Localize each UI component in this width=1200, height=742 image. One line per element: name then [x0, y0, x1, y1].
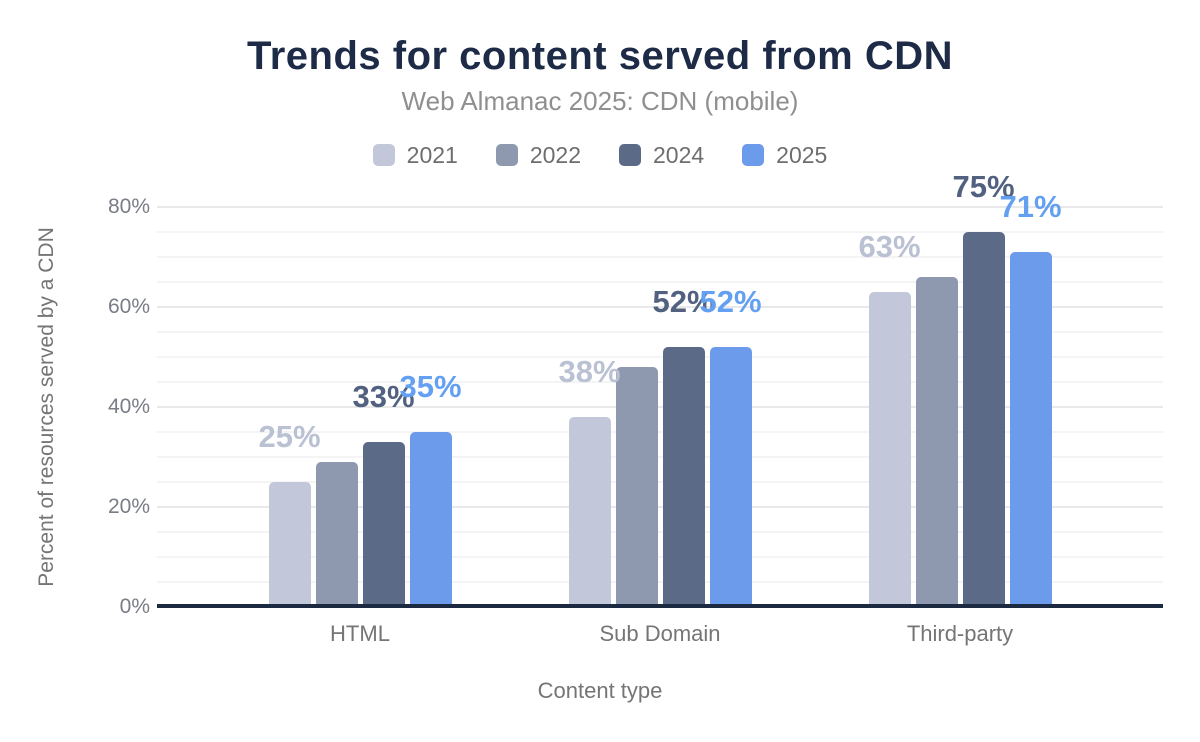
- legend-label: 2022: [529, 141, 581, 168]
- bar-2022-third-party[interactable]: [915, 277, 958, 607]
- gridline-15: [157, 531, 1163, 533]
- gridline-35: [157, 431, 1163, 433]
- x-axis-title: Content type: [537, 678, 663, 703]
- legend: 2021 2022 2024 2025: [0, 138, 1200, 172]
- bar-value-label-2024-html: 33%: [352, 379, 415, 414]
- gridline-55: [157, 331, 1163, 333]
- gridline-60: [157, 306, 1163, 308]
- gridline-50: [157, 356, 1163, 358]
- bar-value-label-2025-html: 35%: [399, 369, 462, 404]
- legend-label: 2025: [776, 141, 828, 168]
- bar-2022-html[interactable]: [315, 462, 358, 607]
- gridline-80: [157, 206, 1163, 208]
- legend-swatch-2022: [495, 144, 518, 166]
- bar-2025-third-party[interactable]: [1009, 252, 1052, 607]
- gridline-70: [157, 256, 1163, 258]
- legend-swatch-2025: [742, 144, 765, 166]
- y-tick-label-0%: 0%: [119, 595, 150, 618]
- bar-value-label-2025-third-party: 71%: [999, 189, 1062, 224]
- legend-item-2022[interactable]: 2022: [495, 141, 581, 169]
- bar-2024-sub-domain[interactable]: [662, 347, 705, 607]
- y-tick-label-40%: 40%: [107, 395, 150, 418]
- bar-value-label-2024-sub-domain: 52%: [652, 284, 715, 319]
- x-axis-line: [157, 604, 1163, 608]
- x-category-label-third-party: Third-party: [906, 621, 1014, 646]
- y-tick-label-80%: 80%: [107, 195, 150, 218]
- legend-label: 2024: [653, 141, 705, 168]
- gridline-65: [157, 281, 1163, 283]
- bar-value-label-2021-html: 25%: [258, 419, 321, 454]
- bar-value-label-2025-sub-domain: 52%: [699, 284, 762, 319]
- bar-2024-third-party[interactable]: [962, 232, 1005, 607]
- chart-title: Trends for content served from CDN: [246, 34, 953, 78]
- gridline-20: [157, 506, 1163, 508]
- y-tick-label-20%: 20%: [107, 495, 150, 518]
- gridline-45: [157, 381, 1163, 383]
- bar-2021-html[interactable]: [268, 482, 311, 607]
- legend-item-2025[interactable]: 2025: [742, 142, 827, 169]
- bar-value-label-2021-sub-domain: 38%: [558, 354, 621, 389]
- legend-swatch-2021: [372, 144, 395, 166]
- bar-2024-html[interactable]: [362, 442, 405, 607]
- gridline-5: [157, 581, 1163, 583]
- legend-swatch-2024: [619, 144, 641, 166]
- gridline-30: [157, 456, 1163, 458]
- bar-2025-html[interactable]: [409, 432, 452, 607]
- bar-2025-sub-domain[interactable]: [709, 347, 752, 607]
- bar-2022-sub-domain[interactable]: [615, 367, 658, 607]
- bar-2021-third-party[interactable]: [868, 292, 911, 607]
- x-category-label-html: HTML: [330, 621, 390, 646]
- gridline-25: [157, 481, 1163, 483]
- bar-2021-sub-domain[interactable]: [568, 417, 611, 607]
- y-tick-label-60%: 60%: [107, 295, 150, 318]
- legend-label: 2021: [406, 141, 458, 168]
- legend-item-2024[interactable]: 2024: [619, 142, 704, 169]
- y-axis-title: Percent of resources served by a CDN: [35, 227, 58, 587]
- gridline-10: [157, 556, 1163, 558]
- bar-value-label-2024-third-party: 75%: [952, 169, 1015, 204]
- gridline-40: [157, 406, 1163, 408]
- bar-value-label-2021-third-party: 63%: [858, 229, 921, 264]
- x-category-label-sub-domain: Sub Domain: [599, 621, 721, 646]
- chart-subtitle: Web Almanac 2025: CDN (mobile): [401, 86, 799, 116]
- gridline-75: [157, 231, 1163, 233]
- legend-item-2021[interactable]: 2021: [372, 141, 458, 169]
